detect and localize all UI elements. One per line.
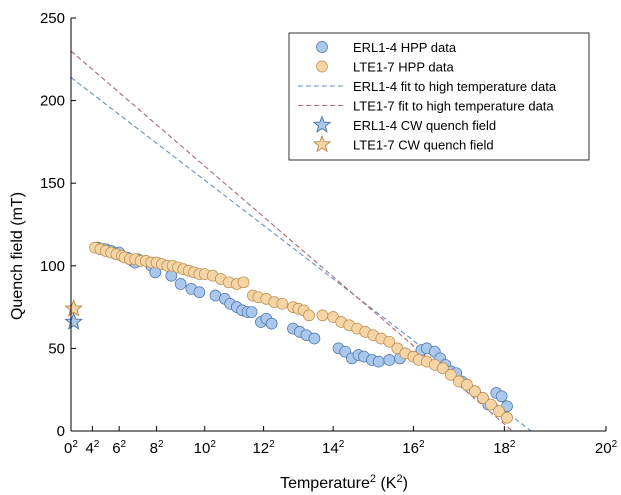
y-tick-label: 250 bbox=[40, 10, 65, 27]
plot-area bbox=[64, 50, 532, 432]
data-point-1 bbox=[383, 335, 396, 348]
x-axis-title-close: ) bbox=[403, 475, 408, 492]
data-point-1 bbox=[436, 362, 449, 375]
star-point-4 bbox=[64, 312, 83, 330]
data-point-0 bbox=[245, 306, 258, 318]
star-point-5 bbox=[64, 298, 83, 317]
legend-circle-marker bbox=[316, 41, 328, 53]
data-point-1 bbox=[316, 309, 329, 322]
legend-star-marker bbox=[312, 115, 332, 133]
data-point-0 bbox=[265, 317, 278, 330]
legend-label: ERL1-4 HPP data bbox=[353, 40, 457, 55]
x-tick-label: 122 bbox=[252, 439, 275, 457]
data-point-0 bbox=[372, 355, 385, 368]
x-axis-title-sup: 2 bbox=[370, 473, 376, 485]
x-tick-label: 202 bbox=[595, 439, 618, 457]
data-point-1 bbox=[493, 405, 505, 418]
data-point-1 bbox=[485, 398, 497, 411]
x-tick-label: 102 bbox=[194, 439, 217, 457]
legend: ERL1-4 HPP data LTE1-7 HPP data ERL1-4 fit… bbox=[288, 32, 590, 161]
y-tick-label: 0 bbox=[57, 423, 65, 440]
x-axis-title: Temperature2 (K2) bbox=[280, 473, 408, 492]
data-point-1 bbox=[469, 385, 481, 398]
legend-label: LTE1-7 CW quench field bbox=[353, 138, 494, 153]
x-tick-label: 162 bbox=[402, 439, 425, 457]
y-tick-label: 50 bbox=[48, 340, 65, 357]
data-point-1 bbox=[303, 309, 315, 322]
axes: 0 50 100 150 200 250 02 42 62 82 102 122 142 162 182 20… bbox=[40, 10, 618, 457]
data-point-0 bbox=[383, 354, 396, 366]
data-point-1 bbox=[237, 276, 250, 289]
legend-box bbox=[288, 32, 590, 161]
y-tick-label: 100 bbox=[40, 258, 65, 275]
data-point-1 bbox=[445, 368, 457, 381]
data-point-0 bbox=[308, 332, 321, 345]
y-axis-title: Quench field (mT) bbox=[9, 192, 26, 320]
y-tick-label: 150 bbox=[40, 175, 65, 192]
legend-label: LTE1-7 fit to high temperature data bbox=[353, 99, 554, 114]
data-point-1 bbox=[477, 392, 489, 404]
y-tick-label: 200 bbox=[40, 93, 65, 110]
x-tick-label: 142 bbox=[322, 439, 345, 457]
legend-label: LTE1-7 HPP data bbox=[353, 60, 454, 75]
data-point-1 bbox=[276, 297, 289, 310]
x-axis-title-unit-sup: 2 bbox=[396, 473, 402, 485]
legend-label: ERL1-4 CW quench field bbox=[353, 118, 496, 133]
legend-circle-marker bbox=[316, 60, 328, 73]
data-point-1 bbox=[501, 411, 513, 424]
data-point-0 bbox=[495, 390, 508, 403]
x-tick-label: 42 bbox=[85, 439, 99, 457]
x-tick-label: 02 bbox=[64, 439, 78, 457]
x-axis-title-main: Temperature bbox=[280, 475, 370, 492]
x-tick-label: 82 bbox=[150, 439, 164, 457]
x-tick-label: 62 bbox=[112, 439, 126, 457]
data-point-0 bbox=[193, 286, 206, 299]
x-tick-label: 182 bbox=[493, 439, 516, 457]
legend-star-marker bbox=[312, 134, 332, 153]
legend-label: ERL1-4 fit to high temperature data bbox=[353, 79, 557, 94]
data-point-1 bbox=[461, 378, 473, 391]
x-axis-title-unit: (K bbox=[376, 475, 397, 492]
data-point-0 bbox=[174, 278, 187, 290]
fit-line-3 bbox=[70, 50, 513, 432]
